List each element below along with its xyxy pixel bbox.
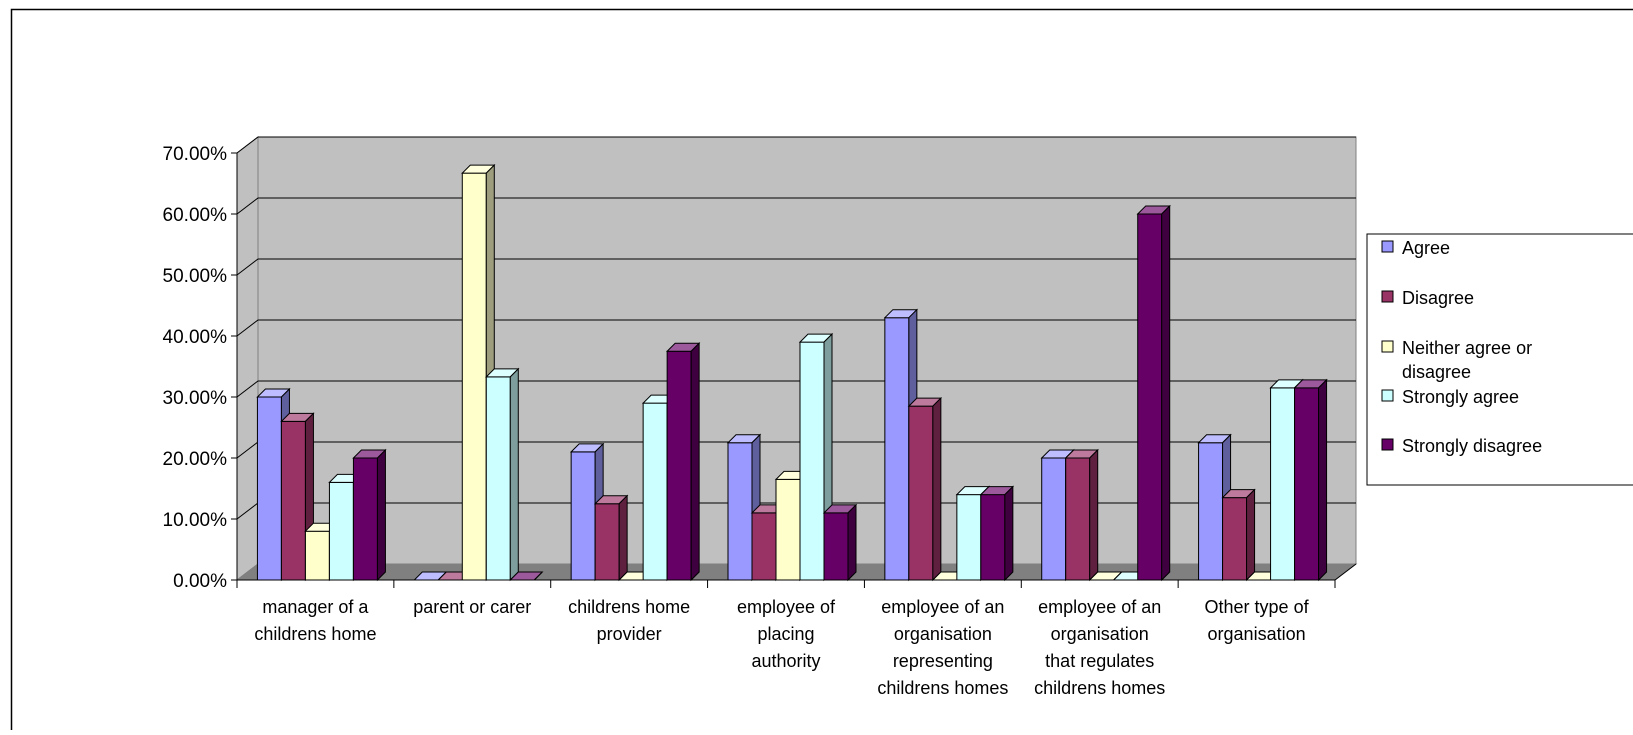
x-category-label: organisation — [1208, 624, 1306, 644]
x-category-label: parent or carer — [413, 597, 531, 617]
legend-swatch — [1382, 291, 1393, 302]
bar-strongly-disagree-front — [1295, 388, 1319, 580]
x-category-label: authority — [751, 651, 820, 671]
bar-disagree-front — [752, 513, 776, 580]
y-tick-label: 70.00% — [163, 144, 228, 165]
bar-agree-front — [1199, 443, 1223, 580]
legend-label: Disagree — [1402, 288, 1474, 308]
bar-strongly-agree-front — [643, 403, 667, 580]
bar-disagree-front — [1223, 498, 1247, 580]
bar-strongly-disagree-side — [1319, 380, 1327, 580]
bar-agree-front — [885, 318, 909, 580]
y-tick-label: 10.00% — [163, 510, 228, 531]
x-category-label: childrens homes — [1034, 678, 1165, 698]
bar-strongly-agree-front — [1271, 388, 1295, 580]
bar-strongly-disagree-side — [691, 343, 699, 580]
bar-strongly-disagree-front — [667, 351, 691, 580]
legend-swatch — [1382, 390, 1393, 401]
legend-swatch — [1382, 439, 1393, 450]
bar-neither-agree-or-disagree-front — [462, 173, 486, 580]
bar-strongly-disagree-front — [981, 495, 1005, 580]
y-tick-label: 50.00% — [163, 266, 228, 287]
x-category-label: representing — [893, 651, 993, 671]
bar-agree-front — [571, 452, 595, 580]
bar-agree-front — [257, 397, 281, 580]
bar-disagree-front — [909, 406, 933, 580]
bar-strongly-agree-side — [510, 369, 518, 580]
x-category-label: Other type of — [1205, 597, 1310, 617]
bar-strongly-disagree-side — [848, 505, 856, 580]
bar-disagree-side — [1090, 450, 1098, 580]
bar-strongly-disagree-front — [824, 513, 848, 580]
x-category-label: employee of an — [881, 597, 1004, 617]
bar-disagree-front — [281, 421, 305, 580]
y-tick-label: 40.00% — [163, 327, 228, 348]
bar-agree-front — [1042, 458, 1066, 580]
x-category-label: provider — [597, 624, 662, 644]
legend-swatch — [1382, 241, 1393, 252]
x-category-label: employee of — [737, 597, 836, 617]
legend-label: Neither agree or — [1402, 338, 1532, 358]
bar-strongly-disagree-side — [377, 450, 385, 580]
y-tick-label: 30.00% — [163, 388, 228, 409]
bar-neither-agree-or-disagree-front — [305, 531, 329, 580]
x-category-label: childrens home — [568, 597, 690, 617]
bar-strongly-disagree-front — [1138, 214, 1162, 580]
bar-strongly-disagree-side — [1005, 487, 1013, 580]
x-category-label: childrens home — [254, 624, 376, 644]
legend-label: Strongly agree — [1402, 387, 1519, 407]
bar-strongly-agree-front — [800, 342, 824, 580]
x-category-label: childrens homes — [877, 678, 1008, 698]
x-category-label: employee of an — [1038, 597, 1161, 617]
bar-strongly-agree-front — [486, 377, 510, 580]
bar-strongly-agree-front — [329, 482, 353, 580]
bar-neither-agree-or-disagree-front — [776, 479, 800, 580]
plot-side-wall — [237, 137, 258, 580]
bar-disagree-front — [1066, 458, 1090, 580]
bar-strongly-agree-front — [957, 495, 981, 580]
bar-disagree-side — [619, 496, 627, 580]
y-tick-label: 0.00% — [173, 571, 227, 592]
y-tick-label: 20.00% — [163, 449, 228, 470]
legend-label: disagree — [1402, 362, 1471, 382]
x-category-label: organisation — [894, 624, 992, 644]
legend-label: Strongly disagree — [1402, 436, 1542, 456]
bar-agree-front — [728, 443, 752, 580]
legend-label: Agree — [1402, 238, 1450, 258]
x-category-label: placing — [757, 624, 814, 644]
x-category-label: that regulates — [1045, 651, 1154, 671]
bar-disagree-front — [595, 504, 619, 580]
bar-disagree-side — [933, 398, 941, 580]
x-category-label: organisation — [1051, 624, 1149, 644]
y-tick-label: 60.00% — [163, 205, 228, 226]
x-category-label: manager of a — [262, 597, 369, 617]
bar-strongly-disagree-side — [1162, 206, 1170, 580]
bar-strongly-disagree-front — [353, 458, 377, 580]
bar-disagree-side — [1247, 490, 1255, 580]
legend-swatch — [1382, 341, 1393, 352]
